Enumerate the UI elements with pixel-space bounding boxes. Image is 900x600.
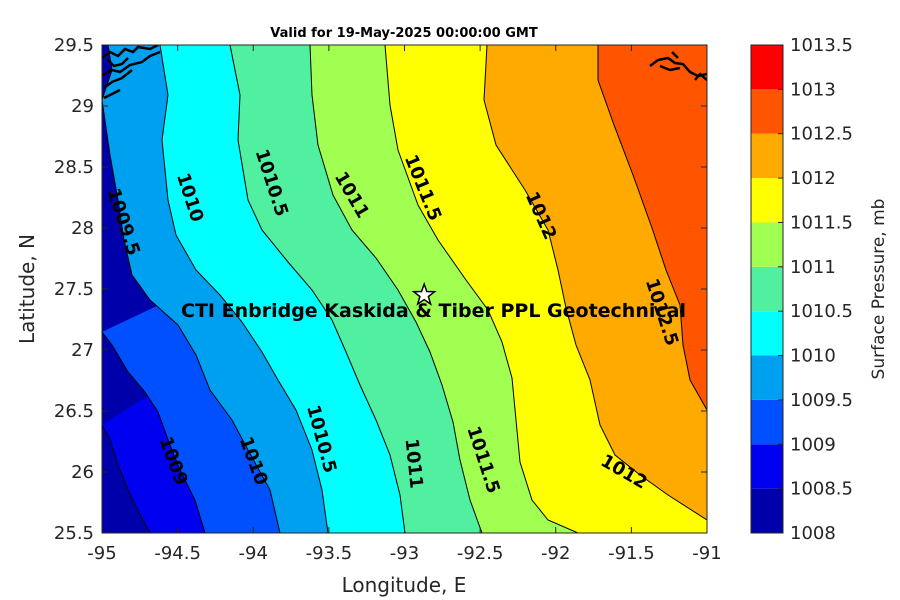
x-tick-label: -91 xyxy=(692,543,721,564)
colorbar-swatch xyxy=(751,311,783,356)
colorbar-tick-label: 1012.5 xyxy=(790,124,853,145)
colorbar-swatch xyxy=(751,222,783,267)
colorbar-tick-label: 1011.5 xyxy=(790,212,853,233)
coastline-northwest xyxy=(102,45,161,100)
colorbar-swatch xyxy=(751,178,783,223)
colorbar-swatch xyxy=(751,355,783,400)
colorbar-tick-label: 1010 xyxy=(790,346,836,367)
x-tick-label: -95 xyxy=(87,543,116,564)
colorbar-label: Surface Pressure, mb xyxy=(869,199,889,380)
colorbar-swatch xyxy=(751,89,783,134)
colorbar-swatch xyxy=(751,488,783,533)
contour-line-1011 xyxy=(309,45,483,533)
colorbar-tick-label: 1013 xyxy=(790,79,836,100)
y-axis-label: Latitude, N xyxy=(15,234,39,344)
contour-line-1009.5 xyxy=(102,45,281,533)
x-axis-ticks: -95 -94.5 -94 -93.5 -93 -92.5 -92 -91.5 -91 xyxy=(87,45,722,564)
x-tick-label: -93 xyxy=(390,543,419,564)
colorbar-swatch xyxy=(751,133,783,179)
x-tick-label: -94.5 xyxy=(154,543,201,564)
pressure-bands xyxy=(102,45,707,533)
colorbar-tick-label: 1008 xyxy=(790,523,836,544)
colorbar-tick-label: 1012 xyxy=(790,168,836,189)
contour-line-1012 xyxy=(483,45,707,521)
y-tick-label: 29 xyxy=(71,96,94,117)
x-tick-label: -91.5 xyxy=(608,543,655,564)
colorbar-swatch xyxy=(751,45,783,90)
contour-label: 1011 xyxy=(401,437,427,489)
colorbar-tick-label: 1009 xyxy=(790,434,836,455)
y-tick-label: 29.5 xyxy=(54,35,94,56)
y-tick-label: 26 xyxy=(71,462,94,483)
coastlines xyxy=(102,45,707,100)
colorbar-swatch xyxy=(751,266,783,312)
x-tick-label: -92 xyxy=(541,543,570,564)
contour-lines xyxy=(102,45,707,533)
contour-line-1008.5 xyxy=(102,424,151,533)
coastline-northeast xyxy=(649,51,707,81)
contour-line-1011.5 xyxy=(384,45,579,533)
map-title: Valid for 19-May-2025 00:00:00 GMT xyxy=(270,26,538,41)
y-tick-label: 27.5 xyxy=(54,279,94,300)
site-label: CTI Enbridge Kaskida & Tiber PPL Geotech… xyxy=(181,300,686,322)
contour-line-1012.5 xyxy=(597,45,707,411)
colorbar-tick-label: 1009.5 xyxy=(790,390,853,411)
colorbar-swatch xyxy=(751,399,783,445)
colorbar: 1008 1008.5 1009 1009.5 1010 1010.5 1011 1011.5… xyxy=(750,35,853,544)
y-tick-label: 25.5 xyxy=(54,523,94,544)
y-tick-label: 27 xyxy=(71,340,94,361)
contour-line-1010.5 xyxy=(229,45,406,533)
colorbar-tick-label: 1013.5 xyxy=(790,35,853,56)
colorbar-tick-label: 1008.5 xyxy=(790,479,853,500)
x-tick-label: -93.5 xyxy=(306,543,353,564)
colorbar-tick-label: 1011 xyxy=(790,257,836,278)
colorbar-swatch xyxy=(751,444,783,489)
band-1012.5 xyxy=(598,45,707,410)
y-axis-ticks: 25.5 26 26.5 27 27.5 28 28.5 29 29.5 xyxy=(54,35,707,544)
site-marker xyxy=(411,281,437,306)
contour-line-1010 xyxy=(159,45,329,533)
colorbar-frame xyxy=(750,44,784,534)
y-tick-label: 28.5 xyxy=(54,157,94,178)
y-tick-label: 28 xyxy=(71,218,94,239)
y-tick-label: 26.5 xyxy=(54,401,94,422)
x-tick-label: -94 xyxy=(239,543,268,564)
x-tick-label: -92.5 xyxy=(457,543,504,564)
plot-area: CTI Enbridge Kaskida & Tiber PPL Geotech… xyxy=(102,45,707,533)
contour-line-1009 xyxy=(102,331,206,533)
colorbar-tick-label: 1010.5 xyxy=(790,301,853,322)
star-icon xyxy=(411,281,437,306)
x-axis-label: Longitude, E xyxy=(342,573,467,597)
